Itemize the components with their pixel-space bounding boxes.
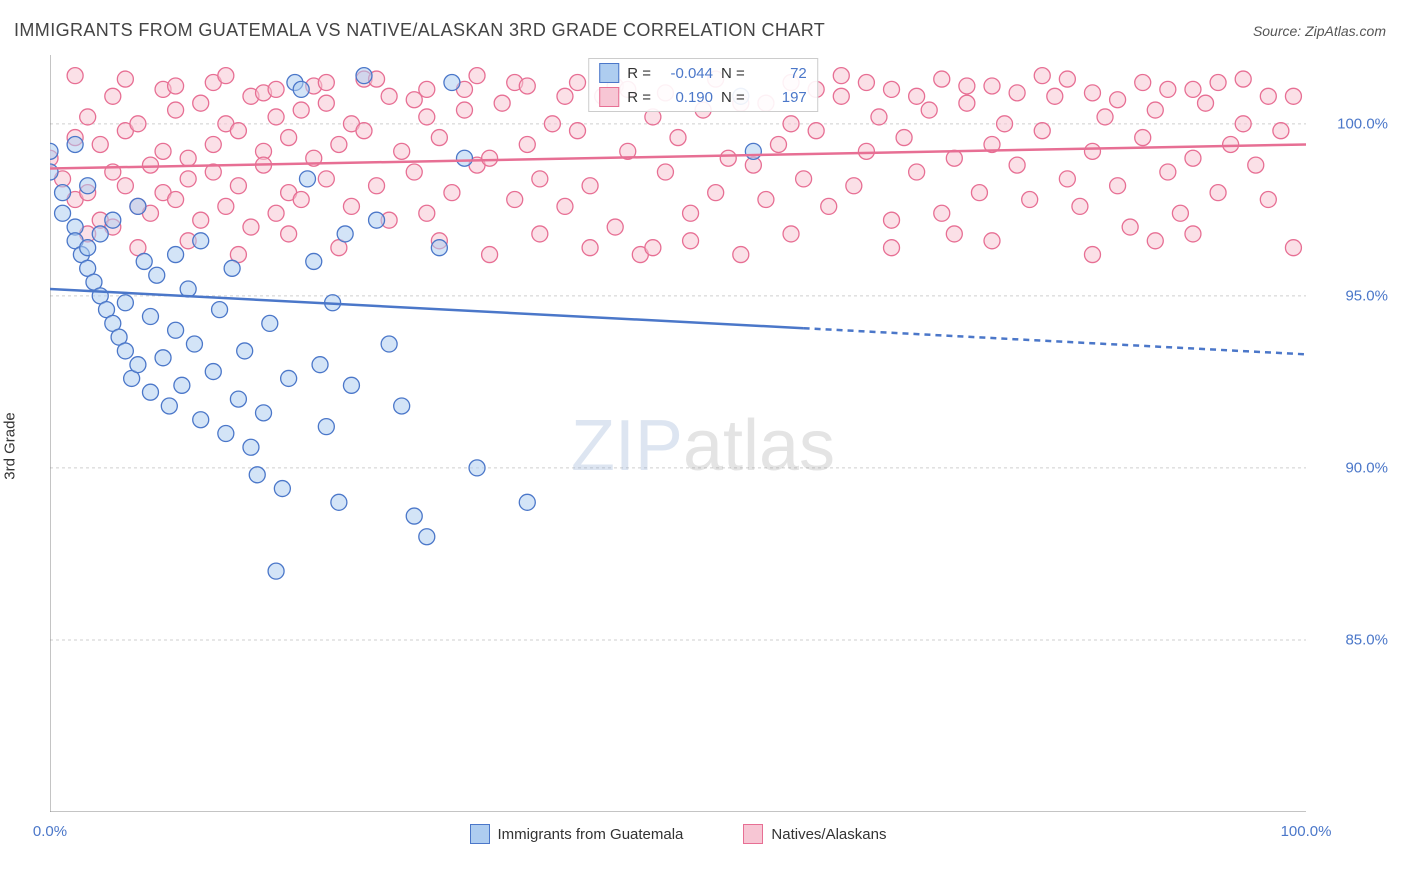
x-tick-label: 100.0% — [1281, 823, 1332, 840]
stats-n-value-b: 197 — [753, 89, 807, 106]
y-tick-label: 100.0% — [1337, 115, 1388, 132]
stats-r-label-b: R = — [627, 89, 651, 106]
legend-item-a: Immigrants from Guatemala — [470, 824, 684, 844]
x-tick-label: 0.0% — [33, 823, 67, 840]
legend-label-a: Immigrants from Guatemala — [498, 826, 684, 843]
legend-swatch-a — [470, 824, 490, 844]
stats-n-value-a: 72 — [753, 65, 807, 82]
y-axis-label: 3rd Grade — [2, 412, 19, 480]
y-tick-label: 85.0% — [1345, 631, 1388, 648]
legend-item-b: Natives/Alaskans — [743, 824, 886, 844]
stats-row-b: R = 0.190 N = 197 — [589, 85, 817, 109]
stats-row-a: R = -0.044 N = 72 — [589, 61, 817, 85]
stats-r-label-a: R = — [627, 65, 651, 82]
y-tick-label: 90.0% — [1345, 459, 1388, 476]
stats-box: R = -0.044 N = 72 R = 0.190 N = 197 — [588, 58, 818, 112]
stats-n-label-a: N = — [721, 65, 745, 82]
plot-area — [50, 55, 1306, 812]
legend-swatch-b — [743, 824, 763, 844]
stats-n-label-b: N = — [721, 89, 745, 106]
stats-r-value-b: 0.190 — [659, 89, 713, 106]
chart-title: IMMIGRANTS FROM GUATEMALA VS NATIVE/ALAS… — [14, 20, 825, 41]
scatter-plot-svg — [50, 55, 1306, 812]
source-label: Source: ZipAtlas.com — [1253, 23, 1386, 39]
stats-swatch-b — [599, 87, 619, 107]
stats-swatch-a — [599, 63, 619, 83]
stats-r-value-a: -0.044 — [659, 65, 713, 82]
bottom-legend: Immigrants from Guatemala Natives/Alaska… — [50, 824, 1306, 844]
legend-label-b: Natives/Alaskans — [771, 826, 886, 843]
y-tick-label: 95.0% — [1345, 287, 1388, 304]
